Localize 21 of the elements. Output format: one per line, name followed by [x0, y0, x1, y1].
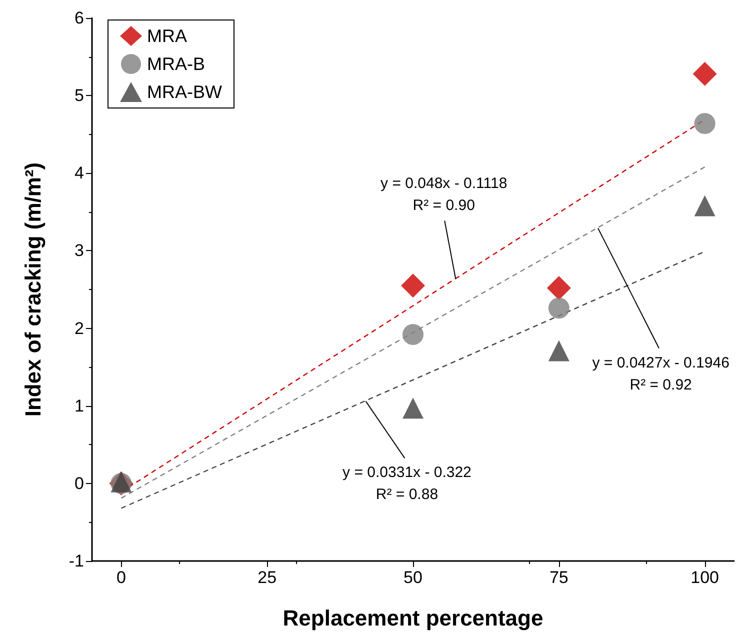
y-tick-label: 6	[74, 8, 84, 28]
x-tick-label: 0	[116, 568, 126, 587]
legend-label: MRA-B	[147, 54, 205, 74]
y-tick-label: 0	[74, 474, 84, 493]
y-tick-label: 1	[74, 396, 84, 416]
y-tick-label: 2	[74, 318, 84, 338]
x-tick-label: 50	[404, 568, 422, 587]
legend-label: MRA	[147, 26, 187, 46]
x-axis-title: Replacement percentage	[282, 606, 544, 630]
annotation: y = 0.048x - 0.1118 R² = 0.90	[380, 175, 508, 214]
y-tick-label: -1	[68, 552, 84, 570]
legend-label: MRA-BW	[147, 82, 222, 102]
x-tick-label: 100	[690, 568, 720, 587]
y-tick-label: 3	[74, 241, 84, 260]
x-tick-label: 25	[258, 568, 277, 587]
y-axis-title: Index of cracking (m/m²)	[20, 162, 46, 417]
y-tick-label: 4	[74, 164, 84, 183]
annotation: y = 0.0427x - 0.1946 R² = 0.92	[592, 354, 730, 394]
y-tick-label: 5	[74, 86, 84, 106]
annotation: y = 0.0331x - 0.322 R² = 0.88	[342, 464, 472, 504]
x-tick-label: 75	[549, 568, 568, 587]
